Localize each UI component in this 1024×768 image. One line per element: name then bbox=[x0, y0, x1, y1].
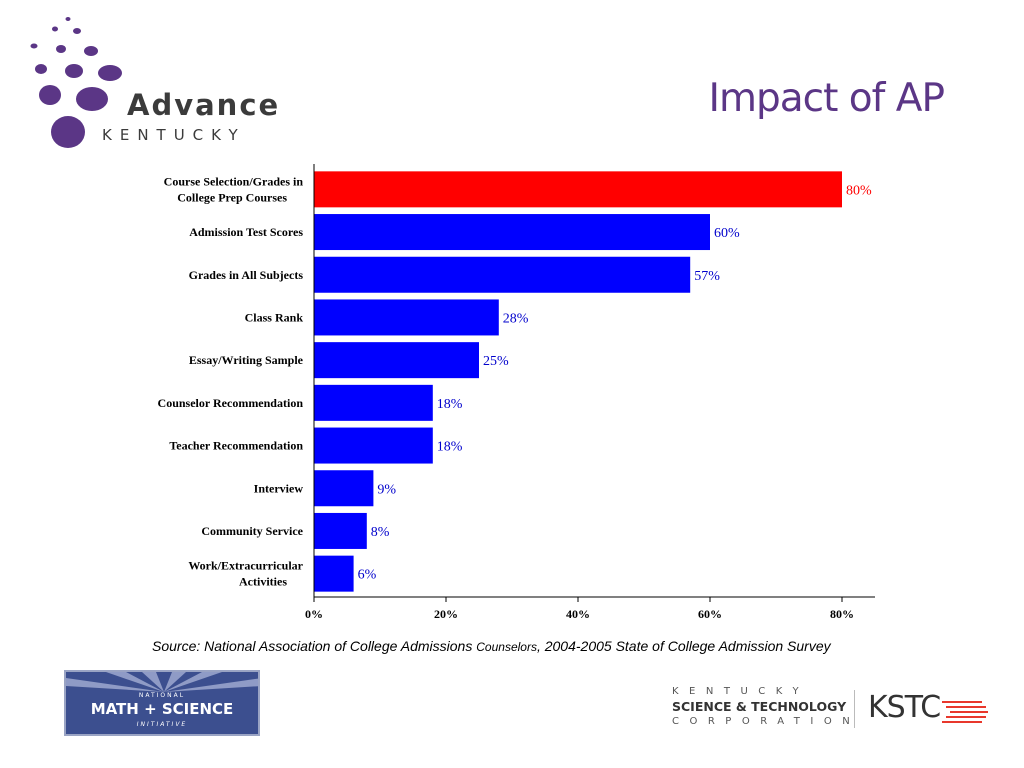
logo-subtitle: KENTUCKY bbox=[102, 126, 246, 144]
kstc-logo: KENTUCKY SCIENCE & TECHNOLOGY CORPORATIO… bbox=[672, 686, 992, 732]
x-tick-label: 20% bbox=[434, 607, 458, 621]
x-tick-label: 40% bbox=[566, 607, 590, 621]
source-text-small: Counselors bbox=[476, 640, 537, 654]
sunburst-icon bbox=[66, 672, 258, 692]
data-label: 57% bbox=[694, 269, 720, 284]
kstc-divider bbox=[854, 690, 855, 728]
data-label: 6% bbox=[358, 568, 377, 583]
bar bbox=[314, 427, 433, 464]
bar bbox=[314, 512, 367, 549]
data-label: 60% bbox=[714, 226, 740, 241]
category-label: Community Service bbox=[201, 524, 303, 538]
logo-wordmark: Advance bbox=[127, 88, 281, 122]
nmsi-main-text: MATH + SCIENCE bbox=[90, 700, 234, 718]
category-label: Grades in All Subjects bbox=[189, 268, 304, 282]
category-label: Admission Test Scores bbox=[189, 225, 303, 239]
data-label: 80% bbox=[846, 183, 872, 198]
nmsi-top-text: NATIONAL bbox=[138, 692, 186, 699]
data-label: 25% bbox=[483, 354, 509, 369]
bar bbox=[314, 214, 710, 251]
bar bbox=[314, 470, 374, 507]
data-label: 8% bbox=[371, 525, 390, 540]
x-tick-label: 60% bbox=[698, 607, 722, 621]
nmsi-bottom-text: INITIATIVE bbox=[136, 721, 188, 728]
x-tick-label: 0% bbox=[305, 607, 323, 621]
category-label: Class Rank bbox=[245, 310, 304, 324]
data-label: 9% bbox=[377, 482, 396, 497]
source-text-suffix: , 2004-2005 State of College Admission S… bbox=[536, 638, 831, 654]
source-note: Source: National Association of College … bbox=[152, 638, 831, 654]
advance-kentucky-logo: Advance KENTUCKY bbox=[25, 15, 278, 155]
kstc-line-corporation: CORPORATION bbox=[672, 716, 861, 727]
bar bbox=[314, 555, 354, 592]
data-label: 18% bbox=[437, 397, 463, 412]
x-tick-label: 80% bbox=[830, 607, 854, 621]
source-text-prefix: Source: National Association of College … bbox=[152, 638, 477, 654]
category-label: Interview bbox=[254, 481, 304, 495]
horizontal-bar-chart: Course Selection/Grades in College Prep C… bbox=[158, 164, 875, 621]
category-label: Counselor Recommendation bbox=[158, 396, 304, 410]
page-title: Impact of AP bbox=[708, 76, 945, 121]
kstc-wordmark: KSTC bbox=[868, 690, 941, 725]
bar bbox=[314, 256, 691, 293]
data-label: 28% bbox=[503, 311, 529, 326]
bar bbox=[314, 384, 433, 421]
bar bbox=[314, 299, 499, 336]
category-label: Work/Extracurricular Activities bbox=[188, 559, 303, 589]
kstc-line-science-technology: SCIENCE & TECHNOLOGY bbox=[672, 699, 847, 714]
kstc-line-kentucky: KENTUCKY bbox=[672, 686, 810, 697]
category-label: Teacher Recommendation bbox=[169, 439, 303, 453]
data-label: 18% bbox=[437, 440, 463, 455]
kstc-speed-lines-icon bbox=[942, 701, 988, 723]
logo-dots-icon bbox=[30, 17, 122, 148]
bar bbox=[314, 171, 842, 208]
category-label: Course Selection/Grades in College Prep C… bbox=[164, 174, 304, 204]
category-label: Essay/Writing Sample bbox=[189, 353, 304, 367]
bar bbox=[314, 342, 479, 379]
nmsi-logo: NATIONAL MATH + SCIENCE INITIATIVE bbox=[64, 670, 260, 736]
